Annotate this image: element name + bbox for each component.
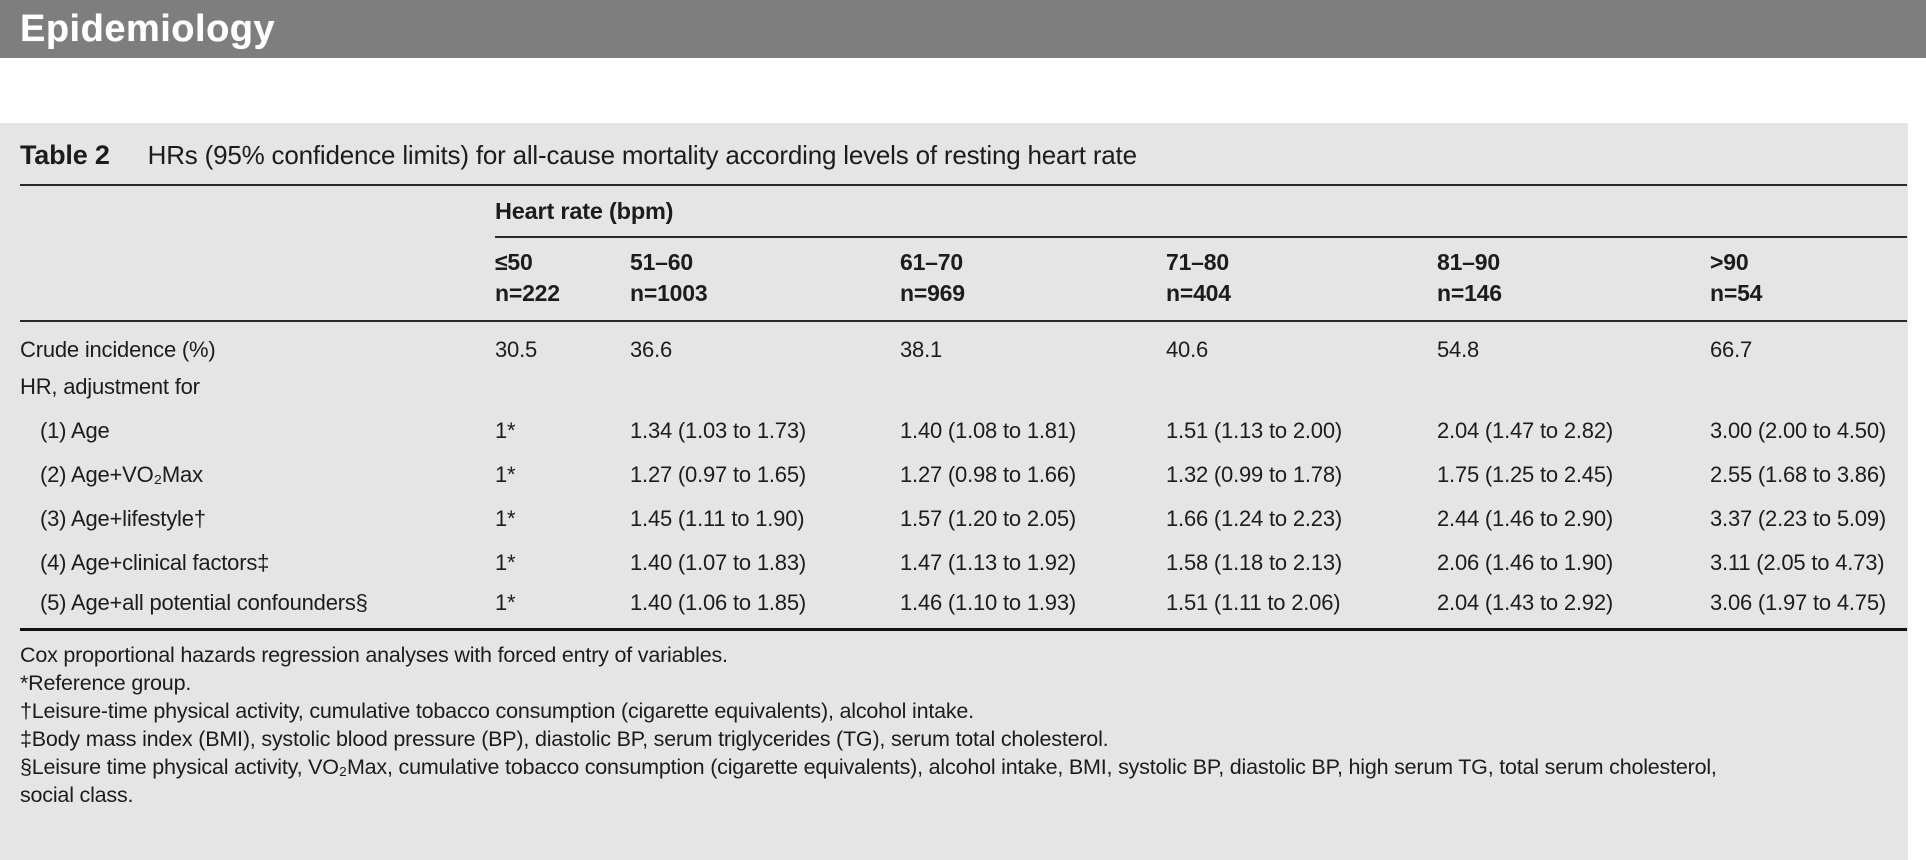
footnote-line: †Leisure-time physical activity, cumulat…: [20, 698, 974, 723]
column-range: 71–80: [1166, 249, 1229, 275]
row-label: HR, adjustment for: [20, 374, 200, 399]
footnote-line: §Leisure time physical activity, VO₂Max,…: [20, 754, 1717, 807]
cell-value: 1.58 (1.18 to 2.13): [1166, 550, 1342, 575]
column-range: 81–90: [1437, 249, 1500, 275]
cell-value: 1*: [495, 418, 516, 443]
cell-value: 1*: [495, 506, 516, 531]
column-header-2: 51–60 n=1003: [630, 237, 900, 322]
table-row: (2) Age+VO₂Max 1* 1.27 (0.97 to 1.65) 1.27 …: [20, 453, 1907, 497]
cell-value: 3.11 (2.05 to 4.73): [1710, 550, 1885, 575]
cell-value: 1.51 (1.11 to 2.06): [1166, 585, 1437, 631]
column-n: n=222: [495, 280, 560, 306]
column-n: n=54: [1710, 280, 1763, 306]
column-header-4: 71–80 n=404: [1166, 237, 1437, 322]
table-row: (5) Age+all potential confounders§ 1* 1.40…: [20, 585, 1907, 631]
column-n: n=146: [1437, 280, 1502, 306]
cell-value: 2.04 (1.47 to 2.82): [1437, 418, 1613, 443]
table-row: (1) Age 1* 1.34 (1.03 to 1.73) 1.40 (1.08 t…: [20, 409, 1907, 453]
cell-value: 1.75 (1.25 to 2.45): [1437, 462, 1613, 487]
journal-section-banner: Epidemiology: [0, 0, 1926, 58]
group-header: Heart rate (bpm): [495, 186, 1907, 238]
row-label: (2) Age+VO₂Max: [40, 462, 203, 487]
column-range: ≤50: [495, 249, 533, 275]
cell-value: [630, 365, 900, 409]
column-header-3: 61–70 n=969: [900, 237, 1166, 322]
cell-value: 1.40 (1.08 to 1.81): [900, 418, 1076, 443]
column-range: 51–60: [630, 249, 693, 275]
cell-value: 36.6: [630, 336, 673, 362]
cell-value: 30.5: [495, 336, 538, 362]
cell-value: 1.51 (1.13 to 2.00): [1166, 418, 1342, 443]
cell-value: [1166, 365, 1437, 409]
cell-value: [1710, 365, 1907, 409]
cell-value: 1.34 (1.03 to 1.73): [630, 418, 806, 443]
row-label: (4) Age+clinical factors‡: [40, 550, 270, 575]
cell-value: 2.04 (1.43 to 2.92): [1437, 585, 1710, 631]
cell-value: 38.1: [900, 336, 943, 362]
cell-value: 1*: [495, 550, 516, 575]
table-row: Crude incidence (%) 30.5 36.6 38.1 40.6 54.8 6…: [20, 321, 1907, 365]
footnotes: Cox proportional hazards regression anal…: [20, 631, 1900, 809]
cell-value: 1.27 (0.98 to 1.66): [900, 462, 1076, 487]
cell-value: 2.06 (1.46 to 1.90): [1437, 550, 1613, 575]
table-title: HRs (95% confidence limits) for all-caus…: [147, 140, 1137, 170]
cell-value: 3.37 (2.23 to 5.09): [1710, 506, 1886, 531]
data-table: Heart rate (bpm) ≤50 n=222 51–60 n=1003 61–7…: [20, 186, 1907, 631]
table-row: HR, adjustment for: [20, 365, 1907, 409]
cell-value: 2.55 (1.68 to 3.86): [1710, 462, 1886, 487]
column-n: n=404: [1166, 280, 1231, 306]
cell-value: 54.8: [1437, 336, 1480, 362]
cell-value: 1.66 (1.24 to 2.23): [1166, 506, 1342, 531]
journal-section-title: Epidemiology: [20, 8, 276, 50]
column-range: >90: [1710, 249, 1749, 275]
table-row: (4) Age+clinical factors‡ 1* 1.40 (1.07 to…: [20, 541, 1907, 585]
cell-value: 1.57 (1.20 to 2.05): [900, 506, 1076, 531]
cell-value: 1.45 (1.11 to 1.90): [630, 506, 805, 531]
table-panel: Table 2 HRs (95% confidence limits) for a…: [0, 123, 1908, 860]
column-header-spacer: [20, 237, 495, 322]
cell-value: [1437, 365, 1710, 409]
cell-value: 1*: [495, 585, 630, 631]
column-n: n=969: [900, 280, 965, 306]
cell-value: 40.6: [1166, 336, 1209, 362]
column-range: 61–70: [900, 249, 963, 275]
table-caption: Table 2 HRs (95% confidence limits) for a…: [20, 123, 1907, 186]
table-body: Crude incidence (%) 30.5 36.6 38.1 40.6 54.8 6…: [20, 321, 1907, 631]
footnote-line: Cox proportional hazards regression anal…: [20, 642, 728, 667]
cell-value: 1*: [495, 462, 516, 487]
cell-value: 66.7: [1710, 336, 1753, 362]
cell-value: 3.06 (1.97 to 4.75): [1710, 585, 1907, 631]
cell-value: 1.47 (1.13 to 1.92): [900, 550, 1076, 575]
cell-value: 1.32 (0.99 to 1.78): [1166, 462, 1342, 487]
table-number: Table 2: [20, 140, 110, 170]
column-header-row: ≤50 n=222 51–60 n=1003 61–70 n=969 71–80 n=404 8…: [20, 237, 1907, 322]
cell-value: 3.00 (2.00 to 4.50): [1710, 418, 1886, 443]
row-label: (5) Age+all potential confounders§: [20, 585, 495, 631]
column-header-6: >90 n=54: [1710, 237, 1907, 322]
column-header-5: 81–90 n=146: [1437, 237, 1710, 322]
row-label: (1) Age: [40, 418, 110, 443]
column-n: n=1003: [630, 280, 708, 306]
group-header-spacer: [20, 186, 495, 237]
table-row: (3) Age+lifestyle† 1* 1.45 (1.11 to 1.90) 1…: [20, 497, 1907, 541]
cell-value: 1.46 (1.10 to 1.93): [900, 585, 1166, 631]
footnote-line: *Reference group.: [20, 670, 192, 695]
row-label: (3) Age+lifestyle†: [40, 506, 206, 531]
cell-value: [900, 365, 1166, 409]
cell-value: [495, 365, 630, 409]
cell-value: 2.44 (1.46 to 2.90): [1437, 506, 1613, 531]
group-header-row: Heart rate (bpm): [20, 186, 1907, 238]
cell-value: 1.40 (1.07 to 1.83): [630, 550, 806, 575]
footnote-line: ‡Body mass index (BMI), systolic blood p…: [20, 726, 1109, 751]
column-header-1: ≤50 n=222: [495, 237, 630, 322]
cell-value: 1.40 (1.06 to 1.85): [630, 585, 900, 631]
cell-value: 1.27 (0.97 to 1.65): [630, 462, 806, 487]
row-label: Crude incidence (%): [20, 336, 216, 362]
